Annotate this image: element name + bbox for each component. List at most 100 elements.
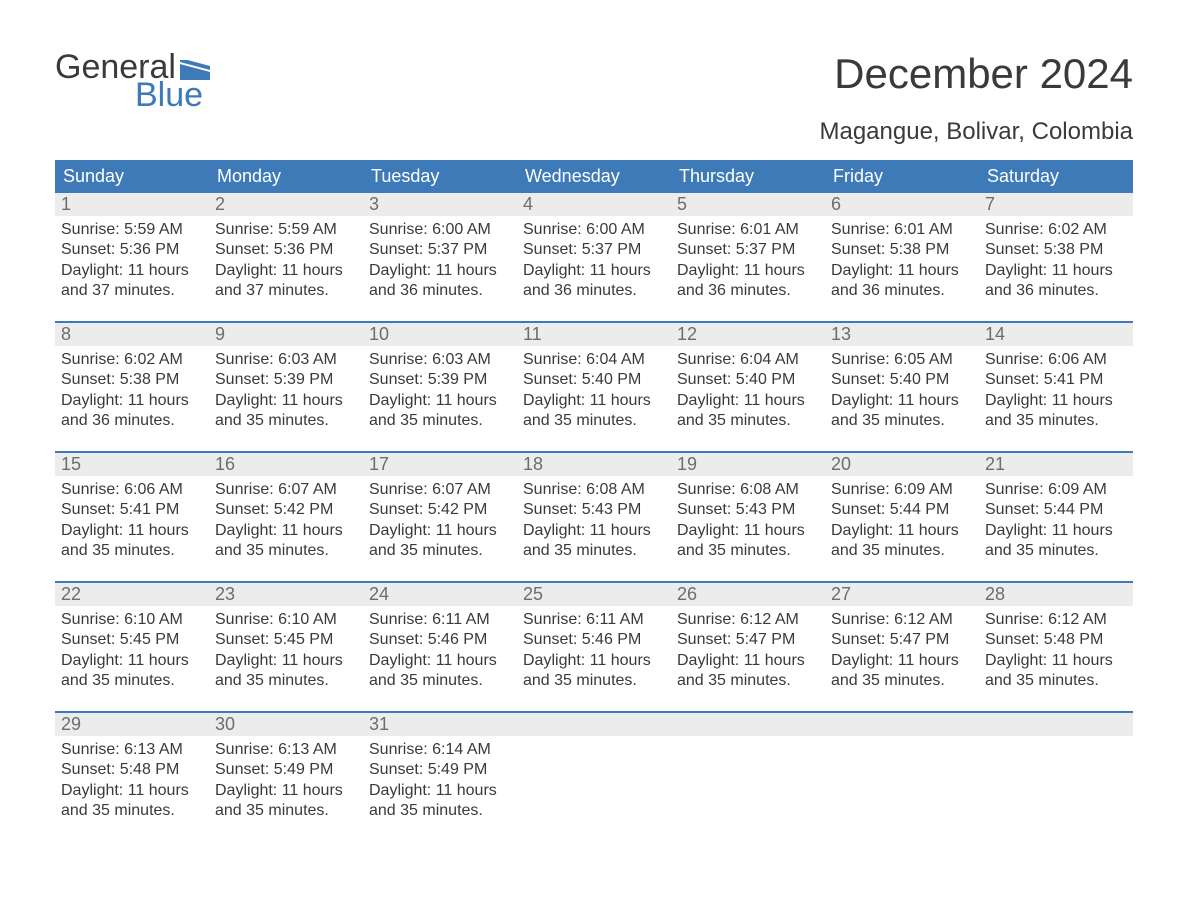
day-cell: 3Sunrise: 6:00 AMSunset: 5:37 PMDaylight… [363, 193, 517, 321]
day-dl1: Daylight: 11 hours [677, 521, 819, 541]
day-number: 7 [979, 193, 1133, 216]
day-number: 6 [825, 193, 979, 216]
weekday-header-row: SundayMondayTuesdayWednesdayThursdayFrid… [55, 160, 1133, 193]
day-dl1: Daylight: 11 hours [369, 651, 511, 671]
day-dl1: Daylight: 11 hours [215, 781, 357, 801]
day-cell: 31Sunrise: 6:14 AMSunset: 5:49 PMDayligh… [363, 713, 517, 841]
day-cell: 13Sunrise: 6:05 AMSunset: 5:40 PMDayligh… [825, 323, 979, 451]
day-sunrise: Sunrise: 6:02 AM [61, 350, 203, 370]
day-details: Sunrise: 6:14 AMSunset: 5:49 PMDaylight:… [363, 736, 517, 822]
day-sunrise: Sunrise: 6:11 AM [369, 610, 511, 630]
logo: General Blue [55, 50, 210, 112]
day-cell: 16Sunrise: 6:07 AMSunset: 5:42 PMDayligh… [209, 453, 363, 581]
day-dl1: Daylight: 11 hours [369, 261, 511, 281]
day-details: Sunrise: 6:01 AMSunset: 5:38 PMDaylight:… [825, 216, 979, 302]
weekday-header: Monday [209, 160, 363, 193]
day-sunrise: Sunrise: 6:12 AM [677, 610, 819, 630]
day-dl2: and 36 minutes. [523, 281, 665, 301]
day-details: Sunrise: 6:02 AMSunset: 5:38 PMDaylight:… [979, 216, 1133, 302]
weekday-header: Wednesday [517, 160, 671, 193]
day-sunset: Sunset: 5:43 PM [523, 500, 665, 520]
day-dl1: Daylight: 11 hours [61, 391, 203, 411]
day-number: 15 [55, 453, 209, 476]
day-number [979, 713, 1133, 736]
day-dl1: Daylight: 11 hours [985, 261, 1127, 281]
weekday-header: Thursday [671, 160, 825, 193]
day-dl2: and 36 minutes. [831, 281, 973, 301]
day-details: Sunrise: 6:07 AMSunset: 5:42 PMDaylight:… [363, 476, 517, 562]
day-dl2: and 35 minutes. [215, 801, 357, 821]
day-number: 11 [517, 323, 671, 346]
day-cell: 24Sunrise: 6:11 AMSunset: 5:46 PMDayligh… [363, 583, 517, 711]
day-dl2: and 35 minutes. [523, 671, 665, 691]
day-dl2: and 35 minutes. [677, 411, 819, 431]
calendar: SundayMondayTuesdayWednesdayThursdayFrid… [55, 160, 1133, 841]
day-cell: 7Sunrise: 6:02 AMSunset: 5:38 PMDaylight… [979, 193, 1133, 321]
day-sunrise: Sunrise: 6:10 AM [215, 610, 357, 630]
day-sunset: Sunset: 5:38 PM [61, 370, 203, 390]
day-details: Sunrise: 6:12 AMSunset: 5:47 PMDaylight:… [671, 606, 825, 692]
day-number: 23 [209, 583, 363, 606]
day-details: Sunrise: 6:12 AMSunset: 5:48 PMDaylight:… [979, 606, 1133, 692]
day-dl2: and 35 minutes. [677, 541, 819, 561]
day-number: 31 [363, 713, 517, 736]
day-sunset: Sunset: 5:38 PM [831, 240, 973, 260]
day-sunset: Sunset: 5:40 PM [677, 370, 819, 390]
day-dl2: and 35 minutes. [831, 541, 973, 561]
day-details: Sunrise: 6:06 AMSunset: 5:41 PMDaylight:… [979, 346, 1133, 432]
day-sunset: Sunset: 5:42 PM [369, 500, 511, 520]
day-dl1: Daylight: 11 hours [215, 391, 357, 411]
day-sunrise: Sunrise: 6:06 AM [985, 350, 1127, 370]
day-sunrise: Sunrise: 6:04 AM [677, 350, 819, 370]
day-dl1: Daylight: 11 hours [523, 521, 665, 541]
day-sunrise: Sunrise: 6:03 AM [215, 350, 357, 370]
day-sunrise: Sunrise: 6:13 AM [215, 740, 357, 760]
day-sunset: Sunset: 5:39 PM [369, 370, 511, 390]
day-details: Sunrise: 6:05 AMSunset: 5:40 PMDaylight:… [825, 346, 979, 432]
day-number [671, 713, 825, 736]
day-details: Sunrise: 6:03 AMSunset: 5:39 PMDaylight:… [363, 346, 517, 432]
day-cell: 17Sunrise: 6:07 AMSunset: 5:42 PMDayligh… [363, 453, 517, 581]
day-sunrise: Sunrise: 6:12 AM [831, 610, 973, 630]
day-dl1: Daylight: 11 hours [677, 261, 819, 281]
weeks-container: 1Sunrise: 5:59 AMSunset: 5:36 PMDaylight… [55, 193, 1133, 841]
day-dl1: Daylight: 11 hours [831, 521, 973, 541]
day-sunrise: Sunrise: 5:59 AM [215, 220, 357, 240]
day-number: 3 [363, 193, 517, 216]
day-number: 25 [517, 583, 671, 606]
day-sunset: Sunset: 5:38 PM [985, 240, 1127, 260]
day-sunrise: Sunrise: 6:06 AM [61, 480, 203, 500]
day-dl2: and 35 minutes. [369, 541, 511, 561]
day-dl2: and 37 minutes. [61, 281, 203, 301]
day-number: 4 [517, 193, 671, 216]
day-number: 30 [209, 713, 363, 736]
day-number: 14 [979, 323, 1133, 346]
day-dl1: Daylight: 11 hours [523, 391, 665, 411]
day-cell: 25Sunrise: 6:11 AMSunset: 5:46 PMDayligh… [517, 583, 671, 711]
day-sunset: Sunset: 5:39 PM [215, 370, 357, 390]
day-cell: 27Sunrise: 6:12 AMSunset: 5:47 PMDayligh… [825, 583, 979, 711]
day-cell [671, 713, 825, 841]
day-sunset: Sunset: 5:43 PM [677, 500, 819, 520]
day-details: Sunrise: 6:13 AMSunset: 5:49 PMDaylight:… [209, 736, 363, 822]
day-details: Sunrise: 5:59 AMSunset: 5:36 PMDaylight:… [55, 216, 209, 302]
day-sunrise: Sunrise: 6:01 AM [677, 220, 819, 240]
day-details: Sunrise: 6:03 AMSunset: 5:39 PMDaylight:… [209, 346, 363, 432]
day-sunrise: Sunrise: 6:01 AM [831, 220, 973, 240]
day-cell: 29Sunrise: 6:13 AMSunset: 5:48 PMDayligh… [55, 713, 209, 841]
day-dl1: Daylight: 11 hours [985, 391, 1127, 411]
day-cell: 30Sunrise: 6:13 AMSunset: 5:49 PMDayligh… [209, 713, 363, 841]
day-dl1: Daylight: 11 hours [985, 521, 1127, 541]
day-dl2: and 37 minutes. [215, 281, 357, 301]
day-cell: 15Sunrise: 6:06 AMSunset: 5:41 PMDayligh… [55, 453, 209, 581]
day-number: 21 [979, 453, 1133, 476]
weekday-header: Tuesday [363, 160, 517, 193]
day-number: 24 [363, 583, 517, 606]
day-number: 2 [209, 193, 363, 216]
day-dl1: Daylight: 11 hours [831, 651, 973, 671]
day-details: Sunrise: 6:08 AMSunset: 5:43 PMDaylight:… [671, 476, 825, 562]
day-sunset: Sunset: 5:40 PM [831, 370, 973, 390]
day-dl2: and 35 minutes. [61, 541, 203, 561]
day-sunrise: Sunrise: 6:13 AM [61, 740, 203, 760]
day-details: Sunrise: 6:11 AMSunset: 5:46 PMDaylight:… [363, 606, 517, 692]
